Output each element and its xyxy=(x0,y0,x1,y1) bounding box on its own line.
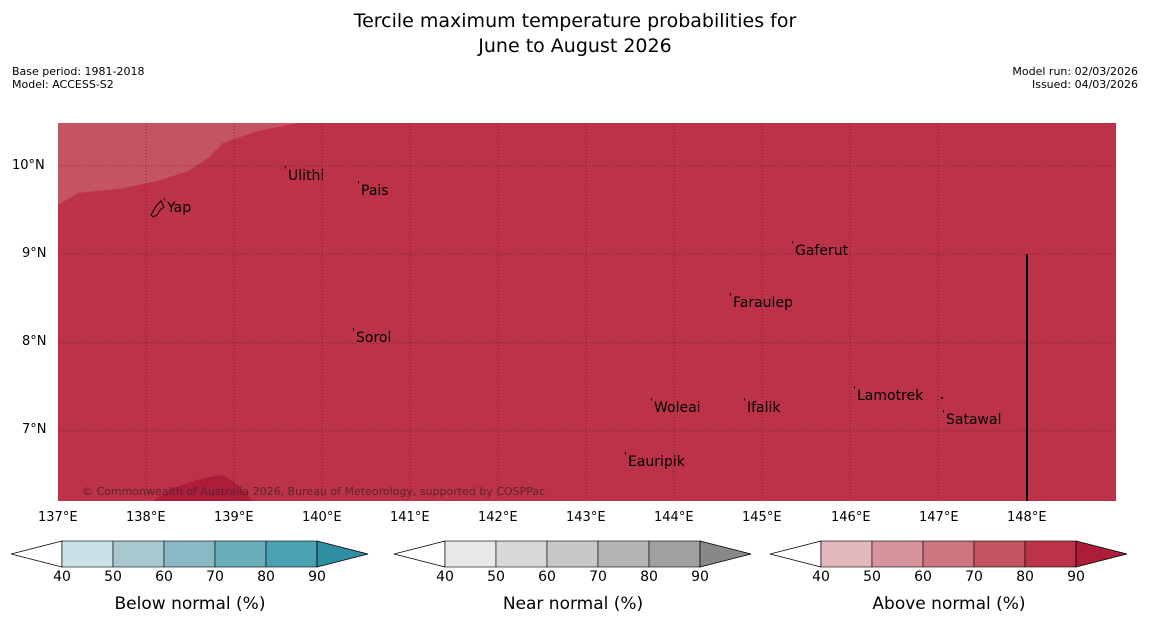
lon-label-144e: 144°E xyxy=(654,510,694,525)
lat-label-9n: 9°N xyxy=(22,246,47,261)
below-low-extend xyxy=(11,540,63,568)
above-high-extend xyxy=(1075,540,1128,568)
above-tick-80: 80 xyxy=(1016,569,1034,585)
region-70-80-north xyxy=(58,123,298,205)
base-period: Base period: 1981-2018 xyxy=(12,65,145,78)
legend-below-title: Below normal (%) xyxy=(114,594,266,614)
below-tick-90: 90 xyxy=(308,569,326,585)
lon-gridlines xyxy=(145,123,939,501)
lon-label-139e: 139°E xyxy=(214,510,254,525)
above-tick-40: 40 xyxy=(812,569,830,585)
lon-label-143e: 143°E xyxy=(566,510,606,525)
near-tick-70: 70 xyxy=(589,569,607,585)
lon-label-147e: 147°E xyxy=(919,510,959,525)
above-swatch xyxy=(922,540,975,568)
place-pais[interactable]: Pais xyxy=(357,178,389,199)
lon-label-142e: 142°E xyxy=(478,510,518,525)
issued-date: Issued: 04/03/2026 xyxy=(1031,78,1138,91)
below-swatch xyxy=(214,540,267,568)
probability-map[interactable]: Ulithi Pais Yap Gaferut Faraulep Sorol L… xyxy=(58,123,1116,501)
below-tick-40: 40 xyxy=(53,569,71,585)
lon-label-138e: 138°E xyxy=(126,510,166,525)
place-ulithi[interactable]: Ulithi xyxy=(284,163,324,184)
below-swatch xyxy=(265,540,318,568)
above-tick-50: 50 xyxy=(863,569,881,585)
region-90-south xyxy=(153,475,253,501)
colorbar-below xyxy=(11,540,369,568)
model-run: Model run: 02/03/2026 xyxy=(1012,65,1138,78)
lat-gridlines xyxy=(58,165,1116,432)
yap-island-shape xyxy=(150,200,165,218)
below-tick-70: 70 xyxy=(206,569,224,585)
place-sorol[interactable]: Sorol xyxy=(352,325,391,346)
lon-label-146e: 146°E xyxy=(831,510,871,525)
place-satawal[interactable]: Satawal xyxy=(942,407,1001,428)
place-yap[interactable]: Yap xyxy=(163,195,191,216)
near-tick-60: 60 xyxy=(538,569,556,585)
colorbar-above xyxy=(770,540,1128,568)
place-ifalik[interactable]: Ifalik xyxy=(743,395,780,416)
near-swatch xyxy=(597,540,650,568)
copyright-notice: © Commonwealth of Australia 2026, Bureau… xyxy=(82,485,546,498)
meta-right: Model run: 02/03/2026 Issued: 04/03/2026 xyxy=(1012,65,1138,91)
lon-label-141e: 141°E xyxy=(390,510,430,525)
above-tick-70: 70 xyxy=(965,569,983,585)
title-line-1: Tercile maximum temperature probabilitie… xyxy=(353,10,797,32)
place-gaferut[interactable]: Gaferut xyxy=(791,238,848,259)
lon-label-148e: 148°E xyxy=(1007,510,1047,525)
near-swatch xyxy=(444,540,497,568)
below-tick-80: 80 xyxy=(257,569,275,585)
below-tick-60: 60 xyxy=(155,569,173,585)
above-low-extend xyxy=(770,540,822,568)
place-woleai[interactable]: Woleai xyxy=(650,395,701,416)
lon-label-140e: 140°E xyxy=(302,510,342,525)
near-swatch xyxy=(648,540,701,568)
below-tick-50: 50 xyxy=(104,569,122,585)
above-tick-90: 90 xyxy=(1067,569,1085,585)
near-swatch xyxy=(546,540,599,568)
below-high-extend xyxy=(316,540,369,568)
near-tick-90: 90 xyxy=(691,569,709,585)
near-swatch xyxy=(495,540,548,568)
colorbar-near xyxy=(394,540,752,568)
meta-left: Base period: 1981-2018 Model: ACCESS-S2 xyxy=(12,65,144,91)
lon-label-137e: 137°E xyxy=(38,510,78,525)
legend-above-title: Above normal (%) xyxy=(872,594,1026,614)
lat-label-10n: 10°N xyxy=(12,158,45,173)
title-line-2: June to August 2026 xyxy=(478,35,672,57)
lat-label-7n: 7°N xyxy=(22,422,47,437)
below-swatch xyxy=(163,540,216,568)
above-swatch xyxy=(1024,540,1077,568)
above-swatch xyxy=(973,540,1026,568)
above-tick-60: 60 xyxy=(914,569,932,585)
below-swatch xyxy=(112,540,165,568)
near-high-extend xyxy=(699,540,752,568)
lon-label-145e: 145°E xyxy=(742,510,782,525)
map-title: Tercile maximum temperature probabilitie… xyxy=(0,9,1150,59)
model-name: Model: ACCESS-S2 xyxy=(12,78,114,91)
place-eauripik[interactable]: Eauripik xyxy=(624,449,685,470)
islet-dot xyxy=(941,397,943,399)
lat-label-8n: 8°N xyxy=(22,334,47,349)
map-shading xyxy=(58,123,1116,501)
below-swatch xyxy=(61,540,114,568)
above-swatch xyxy=(820,540,873,568)
place-faraulep[interactable]: Faraulep xyxy=(729,290,793,311)
near-tick-50: 50 xyxy=(487,569,505,585)
place-lamotrek[interactable]: Lamotrek xyxy=(853,383,923,404)
near-tick-40: 40 xyxy=(436,569,454,585)
near-tick-80: 80 xyxy=(640,569,658,585)
legend-near-title: Near normal (%) xyxy=(502,594,644,614)
near-low-extend xyxy=(394,540,446,568)
above-swatch xyxy=(871,540,924,568)
